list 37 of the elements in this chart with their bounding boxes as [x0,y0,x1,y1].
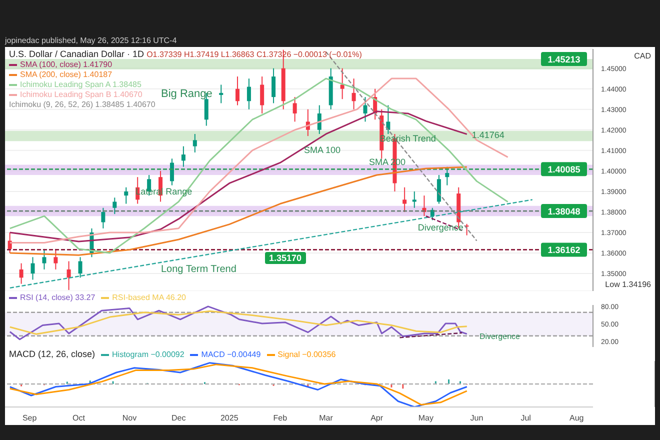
ref-line-label: 1.36162 [548,245,580,256]
annotation: 1.41764 [472,130,504,140]
annotation: Divergence [480,332,520,342]
chart-title: U.S. Dollar / Canadian Dollar · 1D [9,49,146,59]
legend-label: SMA (200, close) 1.40187 [20,70,112,80]
annotation: Ichimoku (9, 26, 52, 26) 1.38485 1.40670 [9,100,156,110]
x-tick-label: Oct [72,414,86,423]
legend-label: RSI-based MA 46.20 [112,293,186,303]
x-tick-label: Feb [273,414,288,423]
annotation: Long Term Trend [161,264,236,276]
x-tick-label: Jun [470,414,484,423]
x-tick-label: 2025 [220,414,239,423]
x-tick-label: Apr [370,414,384,423]
x-tick-label: Aug [570,414,584,423]
x-tick-label: Mar [319,414,334,423]
y-axis-title: CAD [634,52,652,61]
legend-label: MACD −0.00449 [201,350,261,360]
legend-label: RSI (14, close) 33.27 [20,293,96,303]
x-tick-label: Dec [172,414,186,423]
x-tick-label: Jul [520,414,532,423]
legend-label: Ichimoku Leading Span B 1.40670 [20,90,142,100]
chart-title: MACD (12, 26, close) [9,349,96,359]
ref-line-label: 1.40085 [548,164,580,175]
legend-label: SMA (100, close) 1.41790 [20,60,112,70]
x-tick-label: Nov [122,414,137,423]
legend-label: Histogram −0.00092 [112,350,184,360]
text: Low 1.34196 [605,280,651,289]
x-tick-label: Sep [22,414,38,423]
text: jopinedac published, May 26, 2025 12:16 UTC-4 [5,36,177,45]
annotation: 1.35170 [265,252,306,264]
ref-line-label: 1.38048 [548,206,580,216]
x-tick-label: May [418,414,434,423]
band-label: 1.45213 [548,54,580,65]
annotation: Big Range [161,88,212,100]
legend-label: Signal −0.00356 [278,350,336,360]
legend-label: Ichimoku Leading Span A 1.38485 [20,80,142,90]
annotation: SMA 100 [304,144,341,155]
